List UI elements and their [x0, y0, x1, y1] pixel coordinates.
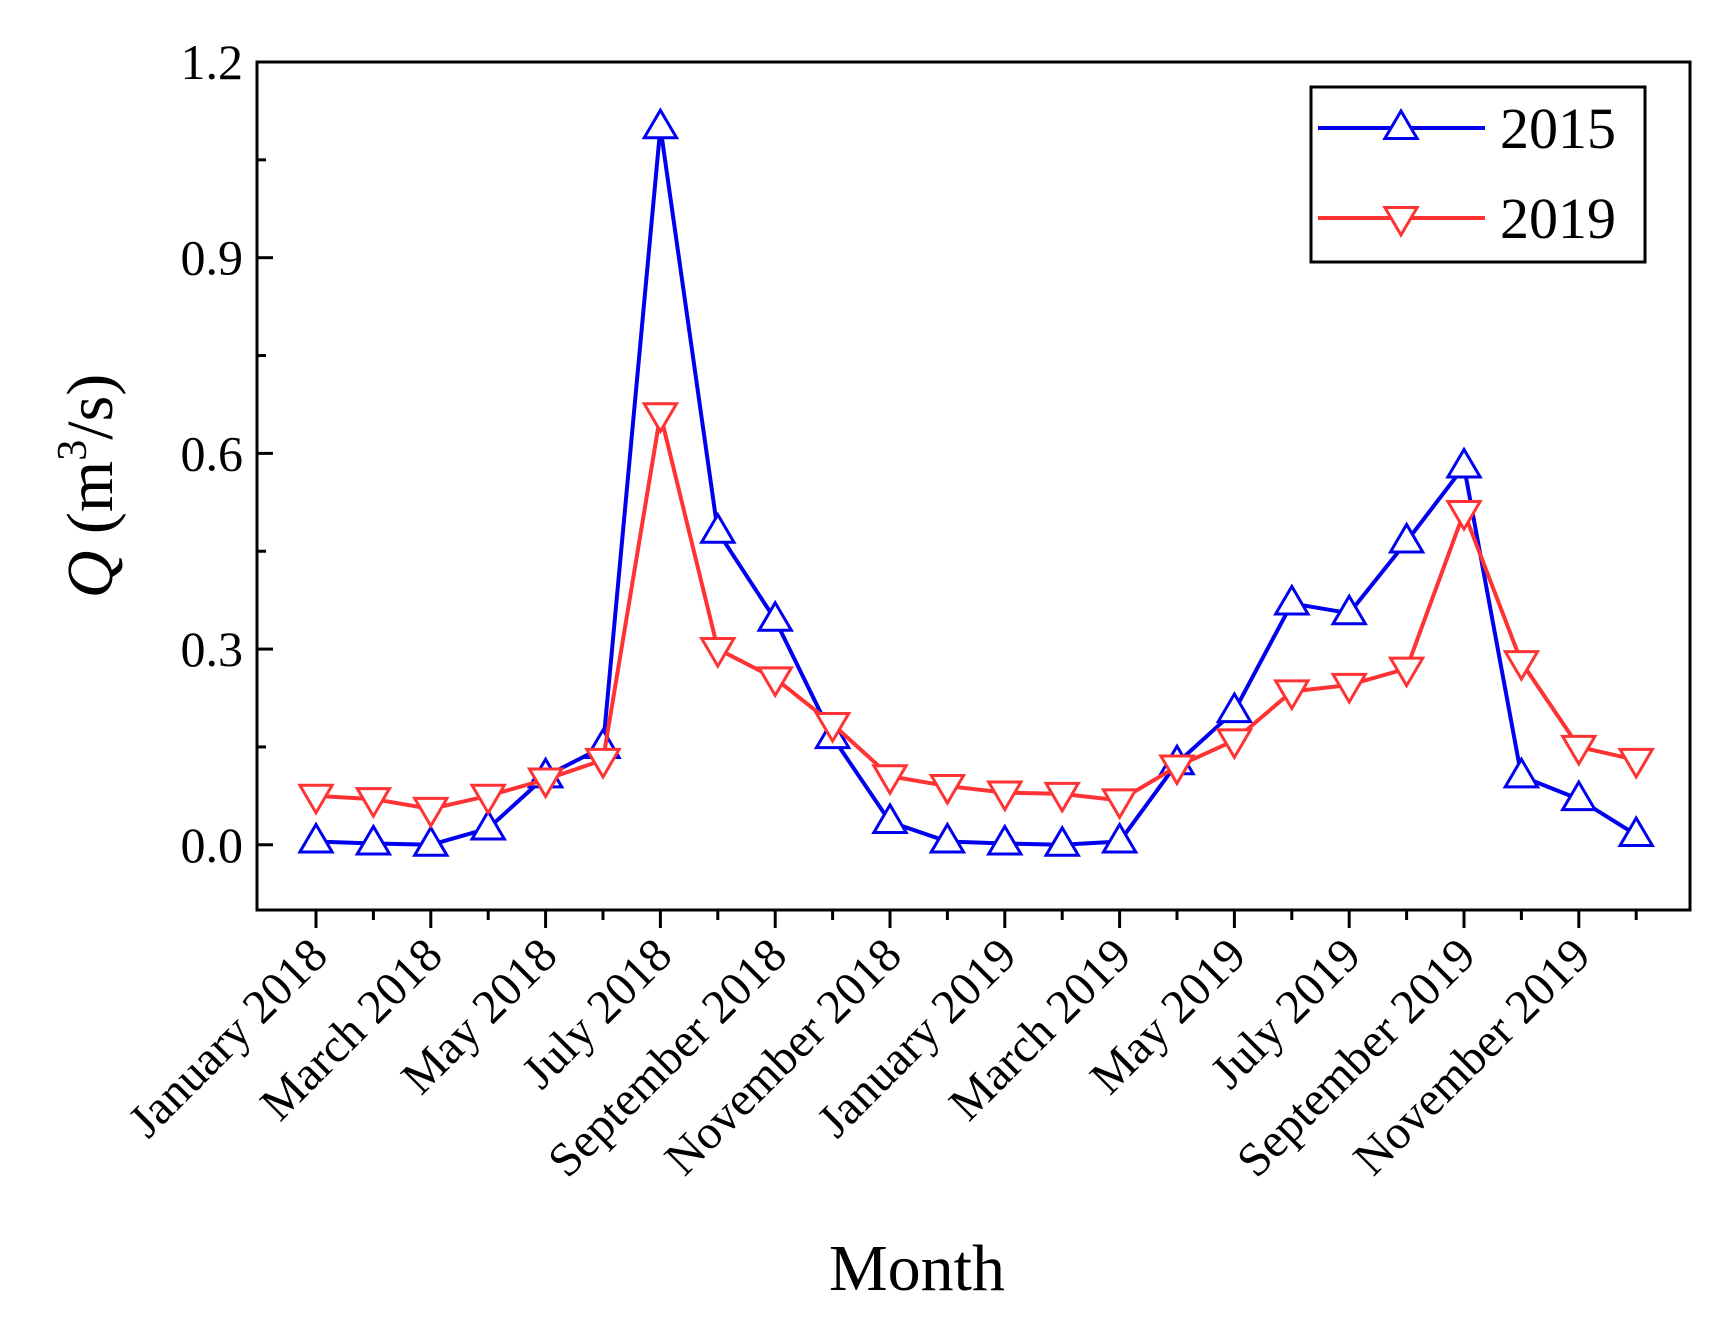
series-line-2019: [315, 412, 1637, 811]
data-point-2019: [1273, 679, 1311, 712]
legend-marker-2019: [1382, 205, 1420, 238]
data-point-2019: [1158, 754, 1196, 787]
data-point-2015: [699, 511, 737, 544]
data-point-2015: [469, 808, 507, 841]
data-point-2019: [756, 666, 794, 699]
data-point-2019: [584, 747, 622, 780]
data-point-2019: [1100, 788, 1139, 821]
data-point-2015: [1100, 821, 1139, 854]
y-axis-unit-sup: 3: [50, 440, 96, 461]
y-axis-unit-open: (m: [54, 461, 127, 551]
data-point-2015: [1560, 779, 1598, 812]
y-axis-unit-close: /s): [54, 374, 127, 440]
y-axis-symbol: Q: [54, 551, 127, 599]
data-point-2015: [871, 801, 909, 834]
data-point-2015: [412, 824, 450, 857]
y-tick-label: 0.6: [181, 425, 244, 481]
data-point-2019: [1387, 656, 1426, 689]
y-tick-label: 0.9: [181, 230, 244, 286]
data-point-2019: [1445, 500, 1483, 533]
data-point-2015: [1043, 824, 1081, 857]
data-point-2015: [756, 599, 794, 632]
data-point-2019: [813, 712, 852, 745]
data-point-2019: [1560, 734, 1598, 767]
data-point-2015: [1617, 815, 1655, 848]
data-point-2019: [871, 764, 909, 797]
data-point-2015: [1273, 583, 1311, 616]
legend-label-2019: 2019: [1500, 186, 1616, 251]
data-point-2015: [928, 821, 967, 854]
data-point-2019: [412, 796, 450, 829]
legend: 2015 2019: [1309, 85, 1647, 264]
y-axis: 0.0 0.3 0.6 0.9 1.2: [181, 34, 273, 873]
data-point-2019: [1215, 728, 1254, 761]
data-point-2015: [1215, 691, 1254, 724]
series-layer: [297, 107, 1655, 857]
data-point-2019: [1502, 650, 1541, 683]
data-point-2019: [1617, 747, 1655, 780]
legend-label-2015: 2015: [1500, 96, 1616, 161]
legend-box: [1309, 85, 1647, 264]
data-point-2019: [526, 767, 565, 800]
data-point-2019: [469, 783, 507, 816]
y-tick-label: 0.0: [181, 817, 244, 873]
data-point-2015: [1387, 521, 1426, 554]
data-point-2019: [354, 787, 393, 820]
x-axis-title: Month: [829, 1232, 1005, 1305]
data-point-2019: [1330, 672, 1368, 705]
data-point-2019: [928, 774, 967, 807]
data-point-2015: [354, 823, 393, 856]
y-tick-label: 0.3: [181, 621, 244, 677]
data-point-2015: [1502, 756, 1541, 789]
data-point-2015: [297, 821, 335, 854]
plot-frame: [255, 60, 1692, 912]
y-tick-label: 1.2: [181, 34, 244, 90]
data-point-2019: [1043, 781, 1081, 814]
data-point-2019: [699, 637, 737, 670]
data-point-2019: [986, 780, 1024, 813]
y-axis-title: Q (m3/s): [50, 374, 127, 599]
data-point-2019: [297, 783, 335, 816]
data-point-2015: [1445, 446, 1483, 479]
data-point-2019: [641, 402, 680, 435]
data-point-2015: [986, 823, 1024, 856]
data-point-2015: [1330, 593, 1368, 626]
data-point-2015: [641, 107, 680, 140]
legend-marker-2015: [1382, 108, 1420, 141]
